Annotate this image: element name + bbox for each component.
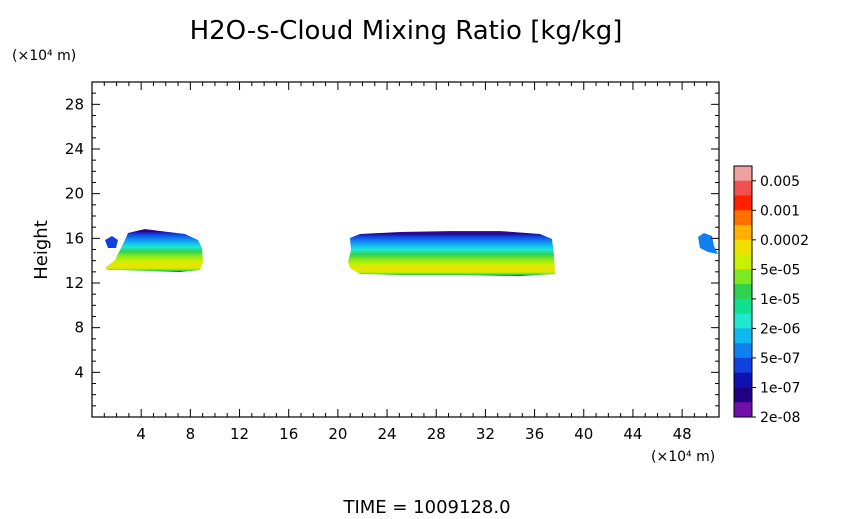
colorbar-label: 2e-06	[760, 321, 800, 337]
colorbar-label: 5e-07	[760, 351, 800, 367]
colorbar-label: 0.001	[760, 203, 800, 219]
colorbar-swatch	[734, 210, 752, 226]
x-tick-label: 12	[230, 425, 249, 443]
x-tick-label: 24	[378, 425, 397, 443]
colorbar-swatch	[734, 357, 752, 374]
y-tick-label: 12	[65, 274, 84, 292]
colorbar-swatch	[734, 313, 752, 329]
colorbar-swatch	[734, 387, 752, 403]
colorbar-label: 1e-05	[760, 292, 800, 308]
x-tick-label: 4	[136, 425, 146, 443]
colorbar-label: 1e-07	[760, 380, 800, 396]
x-tick-label: 8	[186, 425, 196, 443]
colorbar-swatch	[734, 269, 752, 285]
x-tick-label: 44	[623, 425, 642, 443]
colorbar-swatch	[734, 239, 752, 256]
cloud-left	[105, 229, 203, 272]
x-tick-label: 16	[279, 425, 298, 443]
y-unit-label: (×10⁴ m)	[12, 48, 76, 64]
y-tick-label: 4	[74, 363, 84, 381]
x-tick-label: 48	[673, 425, 692, 443]
x-axis: 4 8 12 16 20 24 28 32 36 40 44 48	[103, 82, 708, 443]
x-tick-label: 32	[476, 425, 495, 443]
cloud-right	[698, 233, 718, 254]
colorbar-label: 0.005	[760, 174, 800, 190]
colorbar-swatch	[734, 284, 752, 300]
colorbar-frame	[733, 165, 753, 418]
y-tick-label: 24	[65, 140, 84, 158]
colorbar-label: 2e-08	[760, 410, 800, 426]
x-tick-label: 28	[427, 425, 446, 443]
footer-time: TIME = 1009128.0	[342, 497, 510, 518]
x-tick-label: 36	[525, 425, 544, 443]
x-tick-label: 40	[574, 425, 593, 443]
colorbar-swatch	[734, 254, 752, 270]
y-tick-label: 28	[65, 95, 84, 113]
colorbar-swatch	[734, 328, 752, 344]
colorbar-label: 5e-05	[760, 262, 800, 278]
colorbar-swatch	[734, 298, 752, 315]
colorbar-swatch	[734, 343, 752, 359]
y-tick-label: 20	[65, 185, 84, 203]
y-tick-label: 16	[65, 229, 84, 247]
colorbar-swatch	[734, 180, 752, 197]
y-tick-label: 8	[74, 319, 84, 337]
colorbar-swatch	[734, 225, 752, 241]
cloud-center	[348, 231, 555, 276]
y-axis-label: Height	[31, 220, 52, 280]
x-unit-label: (×10⁴ m)	[651, 449, 715, 465]
x-tick-label: 20	[328, 425, 347, 443]
colorbar-label: 0.0002	[760, 233, 809, 249]
colorbar-swatch	[734, 402, 752, 418]
colorbar-swatch	[734, 195, 752, 211]
y-axis: 4 8 12 16 20 24 28	[65, 92, 719, 407]
colorbar-swatch	[734, 372, 752, 388]
chart-title: H2O-s-Cloud Mixing Ratio [kg/kg]	[190, 16, 623, 46]
cloud-left-fragment	[105, 236, 118, 248]
colorbar: 0.005 0.001 0.0002 5e-05 1e-05 2e-06 5e-07 1e-0…	[733, 165, 809, 426]
cloud-fields	[105, 229, 718, 276]
colorbar-swatch	[734, 166, 752, 182]
